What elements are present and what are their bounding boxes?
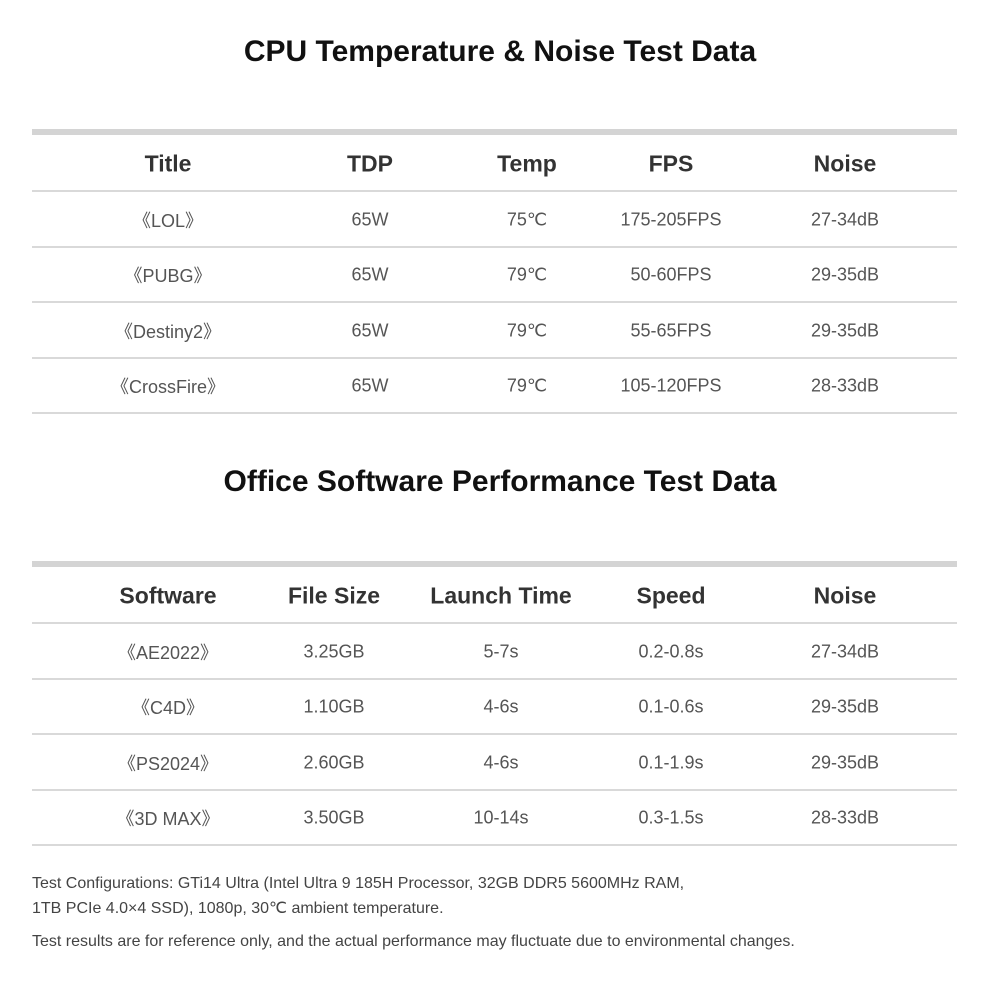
column-header: Software — [119, 582, 217, 608]
table-cell: 27-34dB — [810, 641, 880, 662]
row-divider — [32, 788, 957, 791]
table-cell: 5-7s — [483, 641, 519, 662]
table-cell: 28-33dB — [810, 807, 880, 828]
table-cell: 0.3-1.5s — [638, 807, 704, 828]
table-top-rule — [32, 561, 957, 567]
table-cell: 0.1-1.9s — [638, 752, 704, 773]
row-divider — [32, 844, 957, 846]
column-header: Launch Time — [430, 582, 572, 608]
footnote: 1TB PCIe 4.0×4 SSD), 1080p, 30℃ ambient … — [32, 900, 444, 917]
table-cell: 《CrossFire》 — [110, 377, 226, 398]
table-cell: 79℃ — [506, 320, 548, 341]
table-cell: 65W — [351, 375, 389, 396]
table-cell: 105-120FPS — [620, 375, 722, 396]
table-cell: 3.25GB — [303, 641, 365, 662]
table-cell: 29-35dB — [810, 696, 880, 717]
footnote: Test Configurations: GTi14 Ultra (Intel … — [32, 875, 685, 892]
table-cell: 《PUBG》 — [124, 266, 212, 287]
table-cell: 《AE2022》 — [117, 642, 219, 663]
table-top-rule — [32, 129, 957, 135]
table-cell: 10-14s — [473, 807, 529, 828]
table-cell: 65W — [351, 264, 389, 285]
table-cell: 《PS2024》 — [117, 753, 219, 774]
row-divider — [32, 245, 957, 248]
row-divider — [32, 356, 957, 359]
table-cell: 3.50GB — [303, 807, 365, 828]
row-divider — [32, 190, 957, 192]
table-cell: 1.10GB — [303, 696, 365, 717]
table-cell: 《Destiny2》 — [114, 321, 222, 342]
table-cell: 50-60FPS — [630, 264, 712, 285]
table-cell: 79℃ — [506, 375, 548, 396]
row-divider — [32, 412, 957, 414]
row-divider — [32, 301, 957, 303]
table-cell: 4-6s — [483, 752, 519, 773]
table-cell: 0.1-0.6s — [638, 696, 704, 717]
row-divider — [32, 733, 957, 735]
column-header: FPS — [648, 150, 694, 176]
row-divider — [32, 677, 957, 680]
table-cell: 65W — [351, 320, 389, 341]
column-header: Noise — [813, 150, 877, 176]
table-cell: 29-35dB — [810, 320, 880, 341]
section-title: Office Software Performance Test Data — [223, 465, 777, 498]
column-header: Temp — [497, 150, 557, 176]
table-cell: 29-35dB — [810, 752, 880, 773]
table-cell: 75℃ — [506, 209, 548, 230]
table-cell: 《LOL》 — [132, 210, 204, 231]
table-cell: 2.60GB — [303, 752, 365, 773]
section-title: CPU Temperature & Noise Test Data — [243, 35, 757, 68]
table-cell: 29-35dB — [810, 264, 880, 285]
table-cell: 79℃ — [506, 264, 548, 285]
table-cell: 4-6s — [483, 696, 519, 717]
table-cell: 65W — [351, 209, 389, 230]
table-cell: 28-33dB — [810, 375, 880, 396]
column-header: Title — [144, 150, 192, 176]
table-cell: 《3D MAX》 — [116, 809, 220, 830]
column-header: Speed — [636, 582, 706, 608]
table-cell: 《C4D》 — [131, 698, 205, 719]
table-cell: 27-34dB — [810, 209, 880, 230]
row-divider — [32, 622, 957, 624]
table-cell: 0.2-0.8s — [638, 641, 704, 662]
table-cell: 175-205FPS — [620, 209, 722, 230]
column-header: Noise — [813, 582, 877, 608]
column-header: File Size — [287, 582, 381, 608]
column-header: TDP — [347, 150, 393, 176]
footnote: Test results are for reference only, and… — [32, 933, 795, 950]
table-cell: 55-65FPS — [630, 320, 712, 341]
